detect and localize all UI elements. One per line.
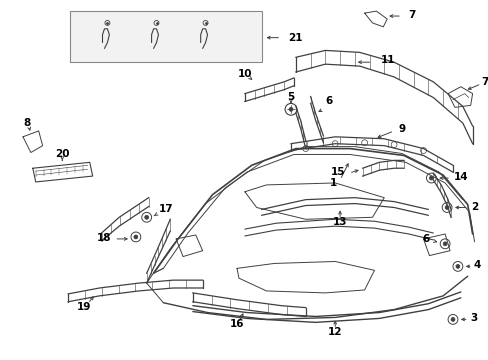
Text: 12: 12: [327, 327, 342, 337]
Circle shape: [444, 206, 448, 210]
Text: 2: 2: [469, 202, 477, 212]
Text: 1: 1: [329, 178, 336, 188]
Text: 13: 13: [332, 217, 346, 227]
Circle shape: [428, 176, 432, 180]
Text: 17: 17: [158, 204, 173, 215]
Text: 5: 5: [287, 91, 294, 102]
Circle shape: [442, 242, 446, 246]
Text: 7: 7: [481, 77, 488, 87]
Text: 6: 6: [325, 96, 332, 107]
Text: 8: 8: [23, 118, 30, 128]
Text: 9: 9: [397, 124, 404, 134]
Text: 3: 3: [469, 314, 477, 323]
Text: 20: 20: [55, 149, 69, 159]
Text: 4: 4: [473, 260, 480, 270]
Circle shape: [455, 265, 459, 268]
Circle shape: [144, 215, 148, 219]
Text: 19: 19: [77, 302, 91, 312]
Text: 14: 14: [453, 172, 468, 182]
Circle shape: [288, 107, 292, 111]
Text: 15: 15: [330, 167, 345, 177]
Text: 7: 7: [407, 10, 414, 20]
Text: 10: 10: [237, 69, 252, 79]
Text: 6: 6: [421, 234, 428, 244]
Text: 11: 11: [380, 55, 394, 65]
Bar: [70, 11, 261, 62]
Circle shape: [450, 318, 454, 321]
Text: 18: 18: [97, 233, 111, 243]
Text: 21: 21: [287, 33, 302, 42]
Text: 16: 16: [229, 319, 244, 329]
Circle shape: [134, 235, 138, 239]
